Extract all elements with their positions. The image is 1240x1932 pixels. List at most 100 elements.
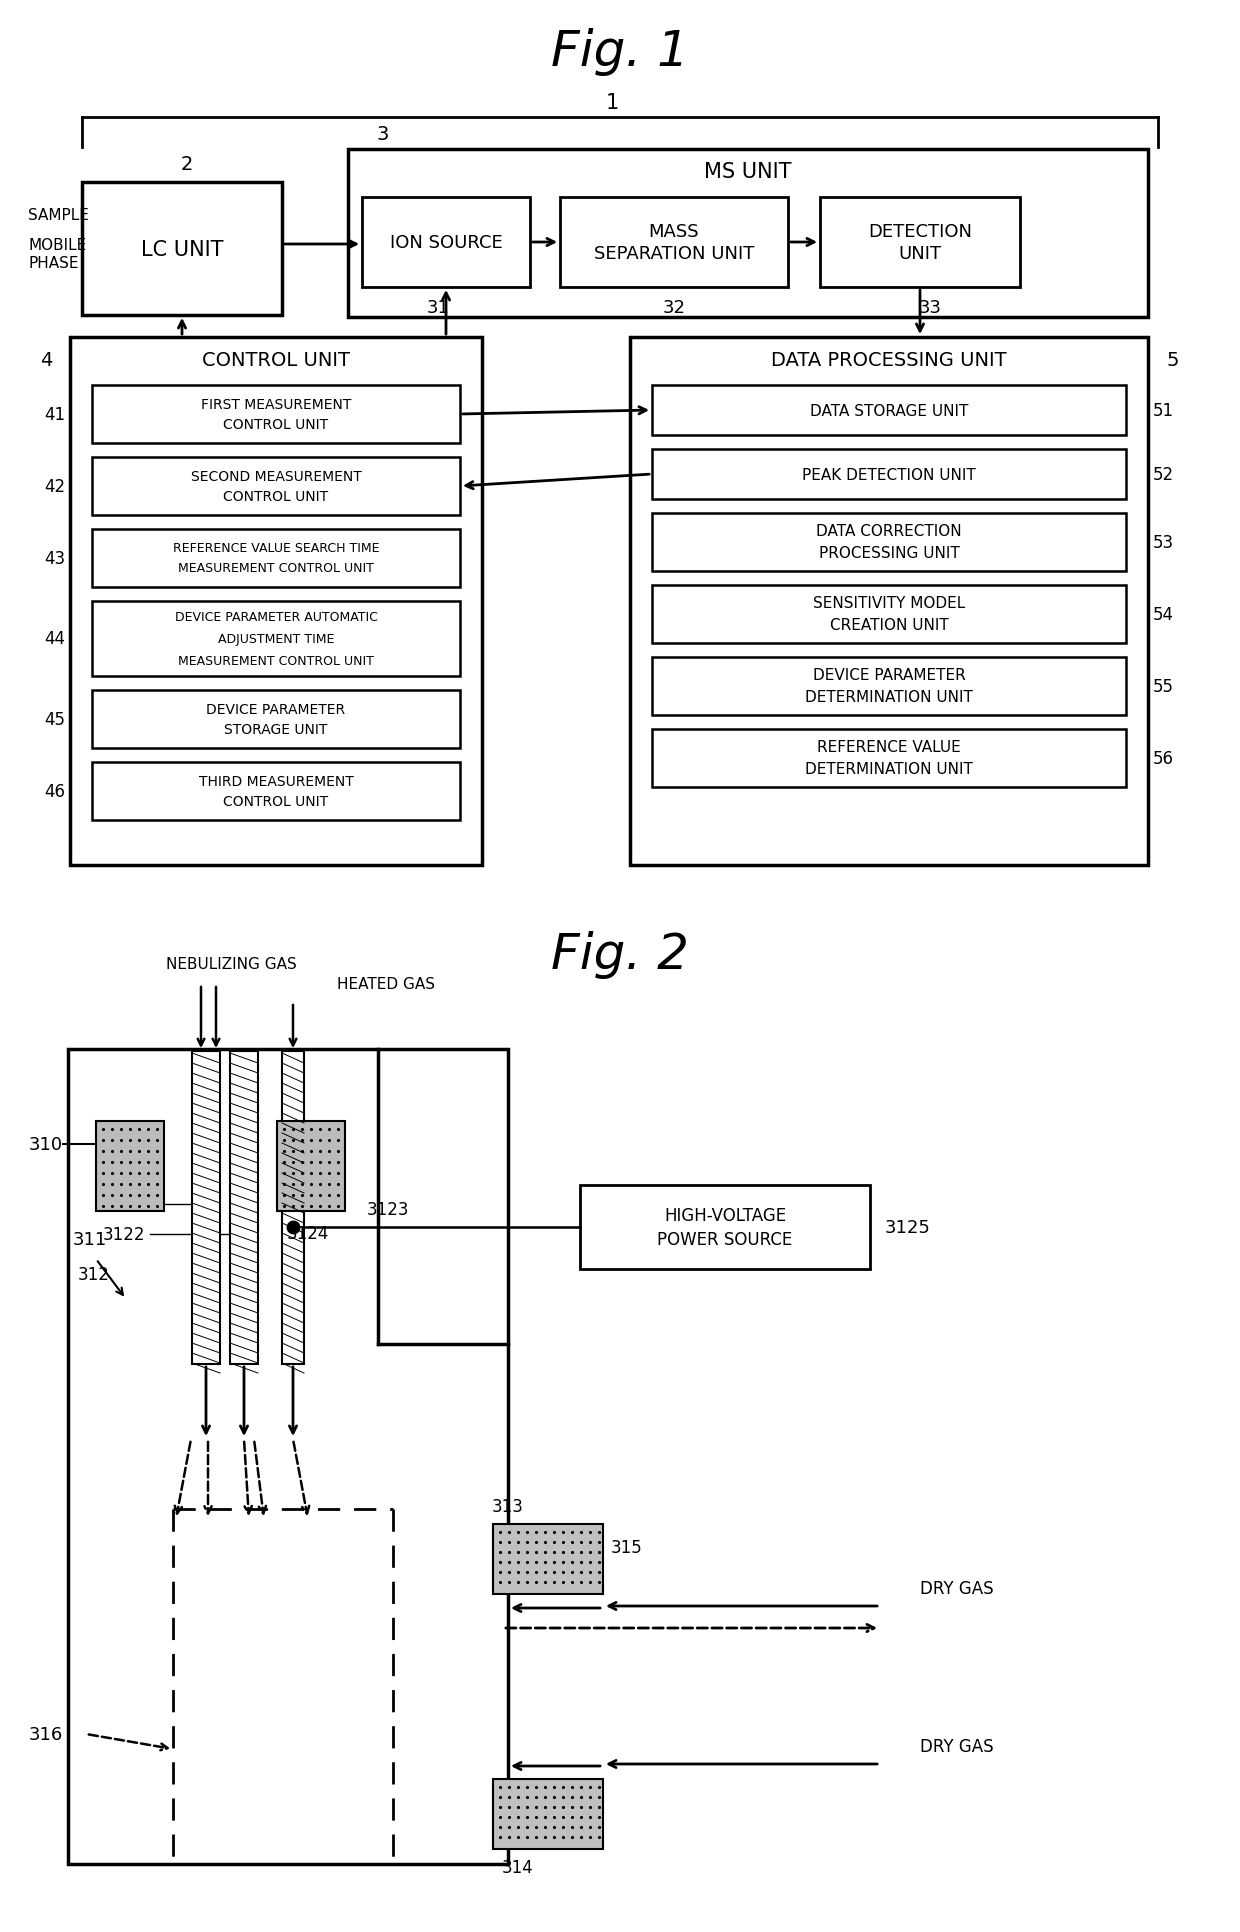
Text: 5: 5 bbox=[1166, 350, 1178, 369]
Text: THIRD MEASUREMENT: THIRD MEASUREMENT bbox=[198, 775, 353, 788]
Text: 33: 33 bbox=[919, 299, 941, 317]
Text: 51: 51 bbox=[1153, 402, 1174, 419]
Text: HIGH-VOLTAGE: HIGH-VOLTAGE bbox=[663, 1206, 786, 1225]
Bar bbox=[560, 197, 787, 288]
Bar bbox=[362, 197, 529, 288]
Text: 312: 312 bbox=[78, 1265, 110, 1283]
Text: SEPARATION UNIT: SEPARATION UNIT bbox=[594, 245, 754, 263]
Text: ION SOURCE: ION SOURCE bbox=[389, 234, 502, 251]
Bar bbox=[92, 690, 460, 748]
Text: SENSITIVITY MODEL: SENSITIVITY MODEL bbox=[813, 597, 965, 611]
Text: 3121: 3121 bbox=[103, 1196, 145, 1213]
Text: DEVICE PARAMETER: DEVICE PARAMETER bbox=[812, 668, 966, 684]
Text: 32: 32 bbox=[662, 299, 686, 317]
Text: DETERMINATION UNIT: DETERMINATION UNIT bbox=[805, 761, 973, 777]
Text: UNIT: UNIT bbox=[899, 245, 941, 263]
Bar bbox=[494, 1779, 603, 1849]
Text: MASS: MASS bbox=[649, 222, 699, 242]
Text: 31: 31 bbox=[427, 299, 449, 317]
Text: 45: 45 bbox=[43, 711, 64, 728]
Bar bbox=[652, 657, 1126, 715]
Bar bbox=[69, 338, 482, 866]
Text: 310: 310 bbox=[29, 1136, 63, 1153]
Text: 56: 56 bbox=[1153, 750, 1174, 767]
Text: DATA CORRECTION: DATA CORRECTION bbox=[816, 524, 962, 539]
Bar bbox=[652, 730, 1126, 788]
Text: 55: 55 bbox=[1153, 678, 1174, 696]
Bar bbox=[652, 450, 1126, 500]
Text: DETERMINATION UNIT: DETERMINATION UNIT bbox=[805, 690, 973, 705]
Bar bbox=[652, 514, 1126, 572]
Bar bbox=[92, 601, 460, 676]
Text: 43: 43 bbox=[43, 551, 64, 568]
Text: Fig. 1: Fig. 1 bbox=[551, 27, 689, 75]
Text: PROCESSING UNIT: PROCESSING UNIT bbox=[818, 547, 960, 560]
Bar bbox=[82, 184, 281, 315]
Text: POWER SOURCE: POWER SOURCE bbox=[657, 1231, 792, 1248]
Text: MEASUREMENT CONTROL UNIT: MEASUREMENT CONTROL UNIT bbox=[179, 562, 374, 576]
Text: 41: 41 bbox=[43, 406, 64, 423]
Text: 311: 311 bbox=[73, 1231, 107, 1248]
Bar bbox=[630, 338, 1148, 866]
Text: 3124: 3124 bbox=[286, 1225, 330, 1242]
Text: 3: 3 bbox=[377, 124, 389, 143]
Bar bbox=[92, 386, 460, 444]
Text: 42: 42 bbox=[43, 477, 64, 497]
Bar bbox=[652, 585, 1126, 643]
Bar bbox=[92, 458, 460, 516]
Text: 53: 53 bbox=[1153, 533, 1174, 553]
Text: SAMPLE: SAMPLE bbox=[29, 207, 89, 222]
Text: REFERENCE VALUE: REFERENCE VALUE bbox=[817, 740, 961, 755]
Text: DATA STORAGE UNIT: DATA STORAGE UNIT bbox=[810, 404, 968, 419]
Text: 52: 52 bbox=[1153, 466, 1174, 483]
Text: CONTROL UNIT: CONTROL UNIT bbox=[223, 794, 329, 810]
Text: CONTROL UNIT: CONTROL UNIT bbox=[223, 489, 329, 504]
Bar bbox=[68, 1049, 508, 1864]
Bar bbox=[820, 197, 1021, 288]
Text: 46: 46 bbox=[43, 782, 64, 800]
Bar bbox=[348, 151, 1148, 319]
Text: CONTROL UNIT: CONTROL UNIT bbox=[223, 417, 329, 431]
Bar bbox=[192, 1051, 219, 1364]
Text: NEBULIZING GAS: NEBULIZING GAS bbox=[166, 956, 296, 972]
Text: 316: 316 bbox=[29, 1725, 63, 1743]
Text: DEVICE PARAMETER AUTOMATIC: DEVICE PARAMETER AUTOMATIC bbox=[175, 611, 377, 624]
Text: DRY GAS: DRY GAS bbox=[920, 1737, 993, 1754]
Text: 315: 315 bbox=[611, 1538, 642, 1555]
Text: STORAGE UNIT: STORAGE UNIT bbox=[224, 723, 327, 736]
Text: 3123: 3123 bbox=[367, 1200, 409, 1219]
Bar bbox=[92, 529, 460, 587]
Text: 4: 4 bbox=[40, 350, 52, 369]
Bar bbox=[92, 763, 460, 821]
Bar bbox=[229, 1051, 258, 1364]
Text: HEATED GAS: HEATED GAS bbox=[337, 978, 435, 991]
Text: 314: 314 bbox=[502, 1859, 534, 1876]
Bar bbox=[95, 1121, 164, 1211]
Text: 3125: 3125 bbox=[885, 1219, 931, 1236]
Bar bbox=[281, 1051, 304, 1364]
Text: DETECTION: DETECTION bbox=[868, 222, 972, 242]
Text: MS UNIT: MS UNIT bbox=[704, 162, 792, 182]
Text: DATA PROCESSING UNIT: DATA PROCESSING UNIT bbox=[771, 350, 1007, 369]
Text: ADJUSTMENT TIME: ADJUSTMENT TIME bbox=[218, 632, 335, 645]
Text: PEAK DETECTION UNIT: PEAK DETECTION UNIT bbox=[802, 468, 976, 483]
Text: 54: 54 bbox=[1153, 607, 1174, 624]
Text: CONTROL UNIT: CONTROL UNIT bbox=[202, 350, 350, 369]
Text: 2: 2 bbox=[181, 155, 193, 174]
Text: 1: 1 bbox=[605, 93, 619, 112]
Text: PHASE: PHASE bbox=[29, 257, 78, 270]
Text: SECOND MEASUREMENT: SECOND MEASUREMENT bbox=[191, 469, 361, 483]
Text: MEASUREMENT CONTROL UNIT: MEASUREMENT CONTROL UNIT bbox=[179, 655, 374, 668]
Bar bbox=[580, 1186, 870, 1269]
Text: DEVICE PARAMETER: DEVICE PARAMETER bbox=[206, 703, 346, 717]
Bar bbox=[494, 1524, 603, 1594]
Text: DRY GAS: DRY GAS bbox=[920, 1578, 993, 1598]
Text: 313: 313 bbox=[492, 1497, 525, 1515]
Text: REFERENCE VALUE SEARCH TIME: REFERENCE VALUE SEARCH TIME bbox=[172, 543, 379, 554]
Text: LC UNIT: LC UNIT bbox=[141, 240, 223, 259]
Text: FIRST MEASUREMENT: FIRST MEASUREMENT bbox=[201, 398, 351, 412]
Text: CREATION UNIT: CREATION UNIT bbox=[830, 618, 949, 634]
Text: 44: 44 bbox=[43, 630, 64, 647]
Bar bbox=[277, 1121, 345, 1211]
Text: Fig. 2: Fig. 2 bbox=[551, 931, 689, 978]
